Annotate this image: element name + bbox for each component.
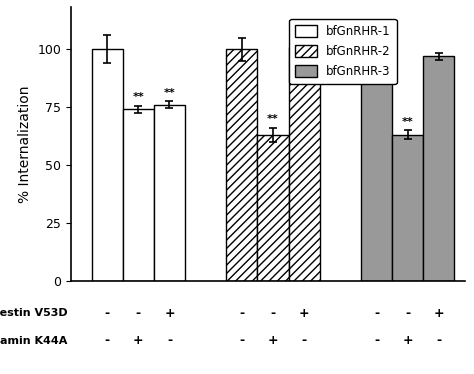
Bar xyxy=(361,49,392,280)
Text: +: + xyxy=(164,307,175,320)
Text: **: ** xyxy=(401,117,413,127)
Text: -: - xyxy=(136,307,141,320)
Bar xyxy=(154,105,185,280)
Text: -: - xyxy=(301,334,307,347)
Bar xyxy=(227,49,257,280)
Text: **: ** xyxy=(164,88,175,98)
Text: -: - xyxy=(405,307,410,320)
Text: +: + xyxy=(133,334,144,347)
Text: -: - xyxy=(374,307,379,320)
Text: -: - xyxy=(105,334,110,347)
Text: +: + xyxy=(268,334,278,347)
Bar xyxy=(123,109,154,280)
Text: dynamin K44A: dynamin K44A xyxy=(0,335,67,346)
Bar xyxy=(257,135,289,280)
Text: -: - xyxy=(374,334,379,347)
Text: -: - xyxy=(271,307,275,320)
Text: +: + xyxy=(402,334,413,347)
Text: -: - xyxy=(436,334,441,347)
Bar xyxy=(392,135,423,280)
Text: -: - xyxy=(239,307,245,320)
Y-axis label: % Internalization: % Internalization xyxy=(18,85,32,203)
Legend: bfGnRHR-1, bfGnRHR-2, bfGnRHR-3: bfGnRHR-1, bfGnRHR-2, bfGnRHR-3 xyxy=(290,19,397,84)
Bar xyxy=(92,49,123,280)
Bar xyxy=(423,56,454,280)
Text: -: - xyxy=(239,334,245,347)
Text: +: + xyxy=(299,307,310,320)
Text: **: ** xyxy=(133,92,144,102)
Text: -: - xyxy=(167,334,172,347)
Text: Arrestin V53D: Arrestin V53D xyxy=(0,308,67,318)
Text: +: + xyxy=(433,307,444,320)
Bar xyxy=(289,47,319,280)
Text: -: - xyxy=(105,307,110,320)
Text: **: ** xyxy=(267,114,279,124)
